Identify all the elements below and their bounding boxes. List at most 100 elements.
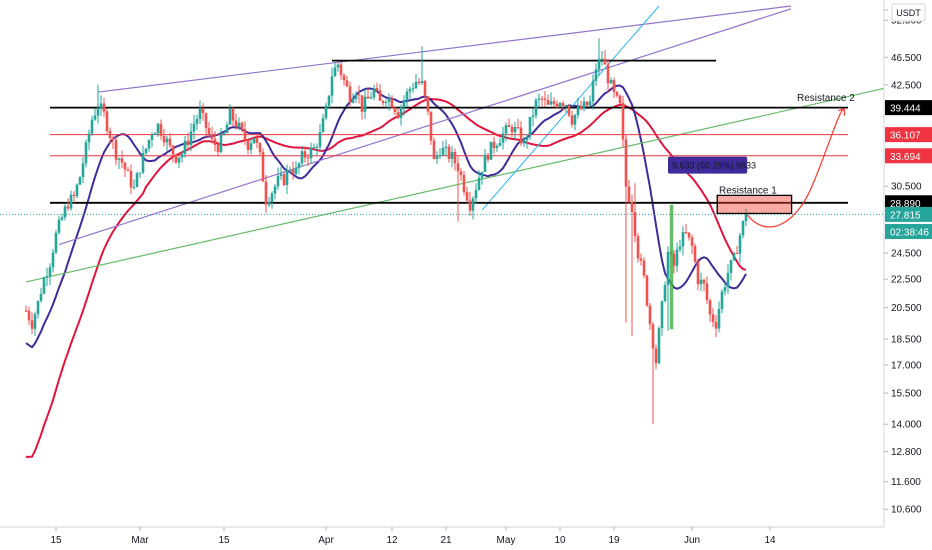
candle-body xyxy=(225,124,229,134)
candle-body xyxy=(75,184,79,197)
price-tick-label: 30.500 xyxy=(891,182,922,193)
candle-body xyxy=(462,175,466,192)
candle-body xyxy=(738,235,742,254)
candle-body xyxy=(597,58,601,70)
candle-body xyxy=(111,137,115,141)
candle-body xyxy=(24,310,28,312)
candle-body xyxy=(729,260,733,273)
candle-body xyxy=(270,193,274,202)
candle-body xyxy=(666,252,670,286)
candle-body xyxy=(129,170,133,188)
candle-body xyxy=(306,157,310,159)
candle-body xyxy=(84,142,88,164)
candle-body xyxy=(609,80,613,84)
candle-body xyxy=(654,348,658,364)
candle-body xyxy=(567,105,571,116)
candle-body xyxy=(573,114,577,125)
candle-body xyxy=(165,138,169,143)
time-tick-label: 15 xyxy=(50,535,62,546)
channel-top-trendline xyxy=(97,5,792,93)
candle-body xyxy=(387,98,391,102)
candle-body xyxy=(468,200,472,211)
candle-body xyxy=(633,212,637,237)
candle-body xyxy=(453,152,457,164)
candle-body xyxy=(555,103,559,107)
candle-body xyxy=(366,96,370,99)
candle-body xyxy=(102,103,106,112)
candle-body xyxy=(303,151,307,158)
candle-body xyxy=(687,232,691,238)
candle-body xyxy=(96,108,100,116)
candle-body xyxy=(492,141,496,148)
candle-body xyxy=(261,152,265,182)
candle-body xyxy=(42,277,46,294)
candle-body xyxy=(216,144,220,153)
candle-body xyxy=(30,320,34,329)
candle-body xyxy=(675,249,679,266)
time-tick-label: Jun xyxy=(684,535,700,546)
candle-body xyxy=(315,146,319,148)
candle-body xyxy=(717,308,721,329)
candle-body xyxy=(408,88,412,92)
time-tick-label: 12 xyxy=(386,535,398,546)
time-tick-label: 21 xyxy=(440,535,452,546)
candle-body xyxy=(351,98,355,103)
candle-body xyxy=(594,69,598,81)
candle-body xyxy=(159,123,163,136)
candle-body xyxy=(690,237,694,246)
time-tick-label: 10 xyxy=(554,535,566,546)
time-axis[interactable]: 15 Mar 15 Apr 12 21 May 10 19 Jun 14 xyxy=(0,526,884,546)
candle-body xyxy=(228,108,232,125)
candle-body xyxy=(516,126,520,128)
candle-body xyxy=(132,187,136,189)
candle-body xyxy=(711,314,715,322)
resistance-2-label: Resistance 2 xyxy=(797,93,855,104)
price-axis[interactable]: 10.600 11.600 12.800 14.000 15.500 17.000 18.5… xyxy=(883,0,932,527)
candle-body xyxy=(708,300,712,315)
price-label-text: 02:38:46 xyxy=(890,227,929,238)
price-label-text: 33.694 xyxy=(890,152,921,163)
candle-body xyxy=(126,169,130,171)
measure-label-text: 9.633 (50.29%) 9633 xyxy=(672,161,756,171)
candle-body xyxy=(543,98,547,100)
candle-body xyxy=(348,86,352,103)
time-tick-label: Apr xyxy=(318,535,334,546)
candle-body xyxy=(195,118,199,124)
time-tick-label: Mar xyxy=(131,535,149,546)
candle-body xyxy=(696,261,700,285)
candle-body xyxy=(474,189,478,199)
candle-body xyxy=(558,103,562,107)
candle-body xyxy=(582,101,586,110)
candle-body xyxy=(120,158,124,163)
candle-body xyxy=(144,148,148,154)
candle-body xyxy=(681,232,685,247)
candle-body xyxy=(177,157,181,163)
candle-body xyxy=(336,64,340,68)
price-tick-label: 24.500 xyxy=(891,249,922,260)
candle-body xyxy=(603,58,607,65)
candle-body xyxy=(105,111,109,131)
candle-body xyxy=(513,126,517,133)
candle-body xyxy=(234,120,238,127)
candle-body xyxy=(114,140,118,160)
candle-body xyxy=(510,126,514,133)
candle-body xyxy=(240,122,244,130)
candle-body xyxy=(393,107,397,113)
candle-body xyxy=(264,181,268,205)
candle-body xyxy=(153,133,157,136)
candle-body xyxy=(429,111,433,141)
candle-body xyxy=(81,163,85,178)
candle-body xyxy=(282,174,286,186)
candle-body xyxy=(354,94,358,99)
support-trendline xyxy=(25,87,885,283)
candle-body xyxy=(345,80,349,87)
candle-body xyxy=(627,186,631,203)
candle-body xyxy=(180,153,184,158)
candle-body xyxy=(147,139,151,149)
candle-body xyxy=(123,162,127,170)
candle-body xyxy=(360,95,364,112)
candles xyxy=(24,38,748,425)
candle-body xyxy=(78,177,82,185)
candle-body xyxy=(99,103,103,109)
